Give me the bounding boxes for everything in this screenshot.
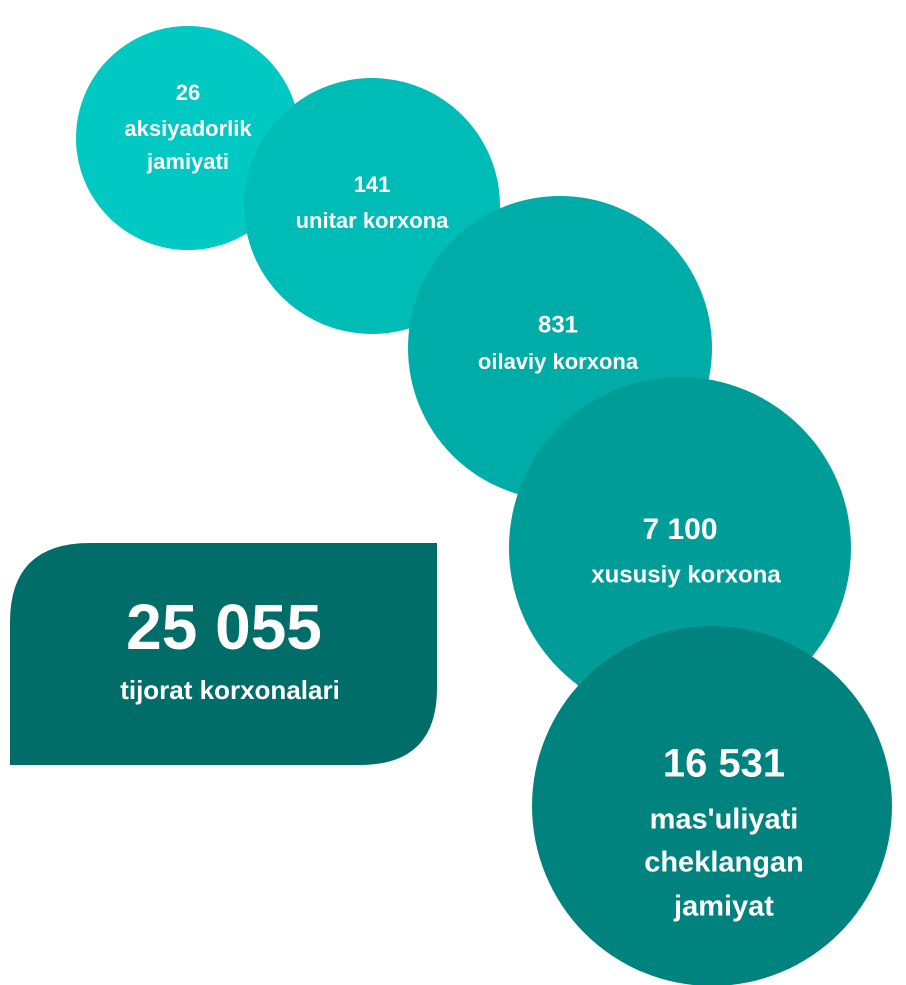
node-label: jamiyat bbox=[673, 891, 774, 923]
node-label: aksiyadorlik bbox=[124, 116, 252, 141]
node-value: 831 bbox=[538, 311, 578, 338]
node-label: xususiy korxona bbox=[591, 561, 781, 588]
summary-box bbox=[10, 543, 437, 765]
node-label: unitar korxona bbox=[296, 208, 450, 233]
bubble bbox=[76, 26, 300, 250]
node-label: oilaviy korxona bbox=[478, 349, 639, 374]
summary-label: tijorat korxonalari bbox=[120, 675, 340, 705]
bubble bbox=[509, 377, 851, 719]
bubble bbox=[532, 626, 892, 985]
node-value: 26 bbox=[176, 80, 200, 105]
node-value: 141 bbox=[354, 172, 391, 197]
node-label: cheklangan bbox=[644, 847, 804, 879]
node-label: mas'uliyati bbox=[650, 804, 799, 836]
node-value: 7 100 bbox=[642, 513, 717, 546]
node-value: 16 531 bbox=[663, 742, 785, 786]
node-label: jamiyati bbox=[146, 149, 229, 174]
summary-value: 25 055 bbox=[126, 591, 322, 663]
